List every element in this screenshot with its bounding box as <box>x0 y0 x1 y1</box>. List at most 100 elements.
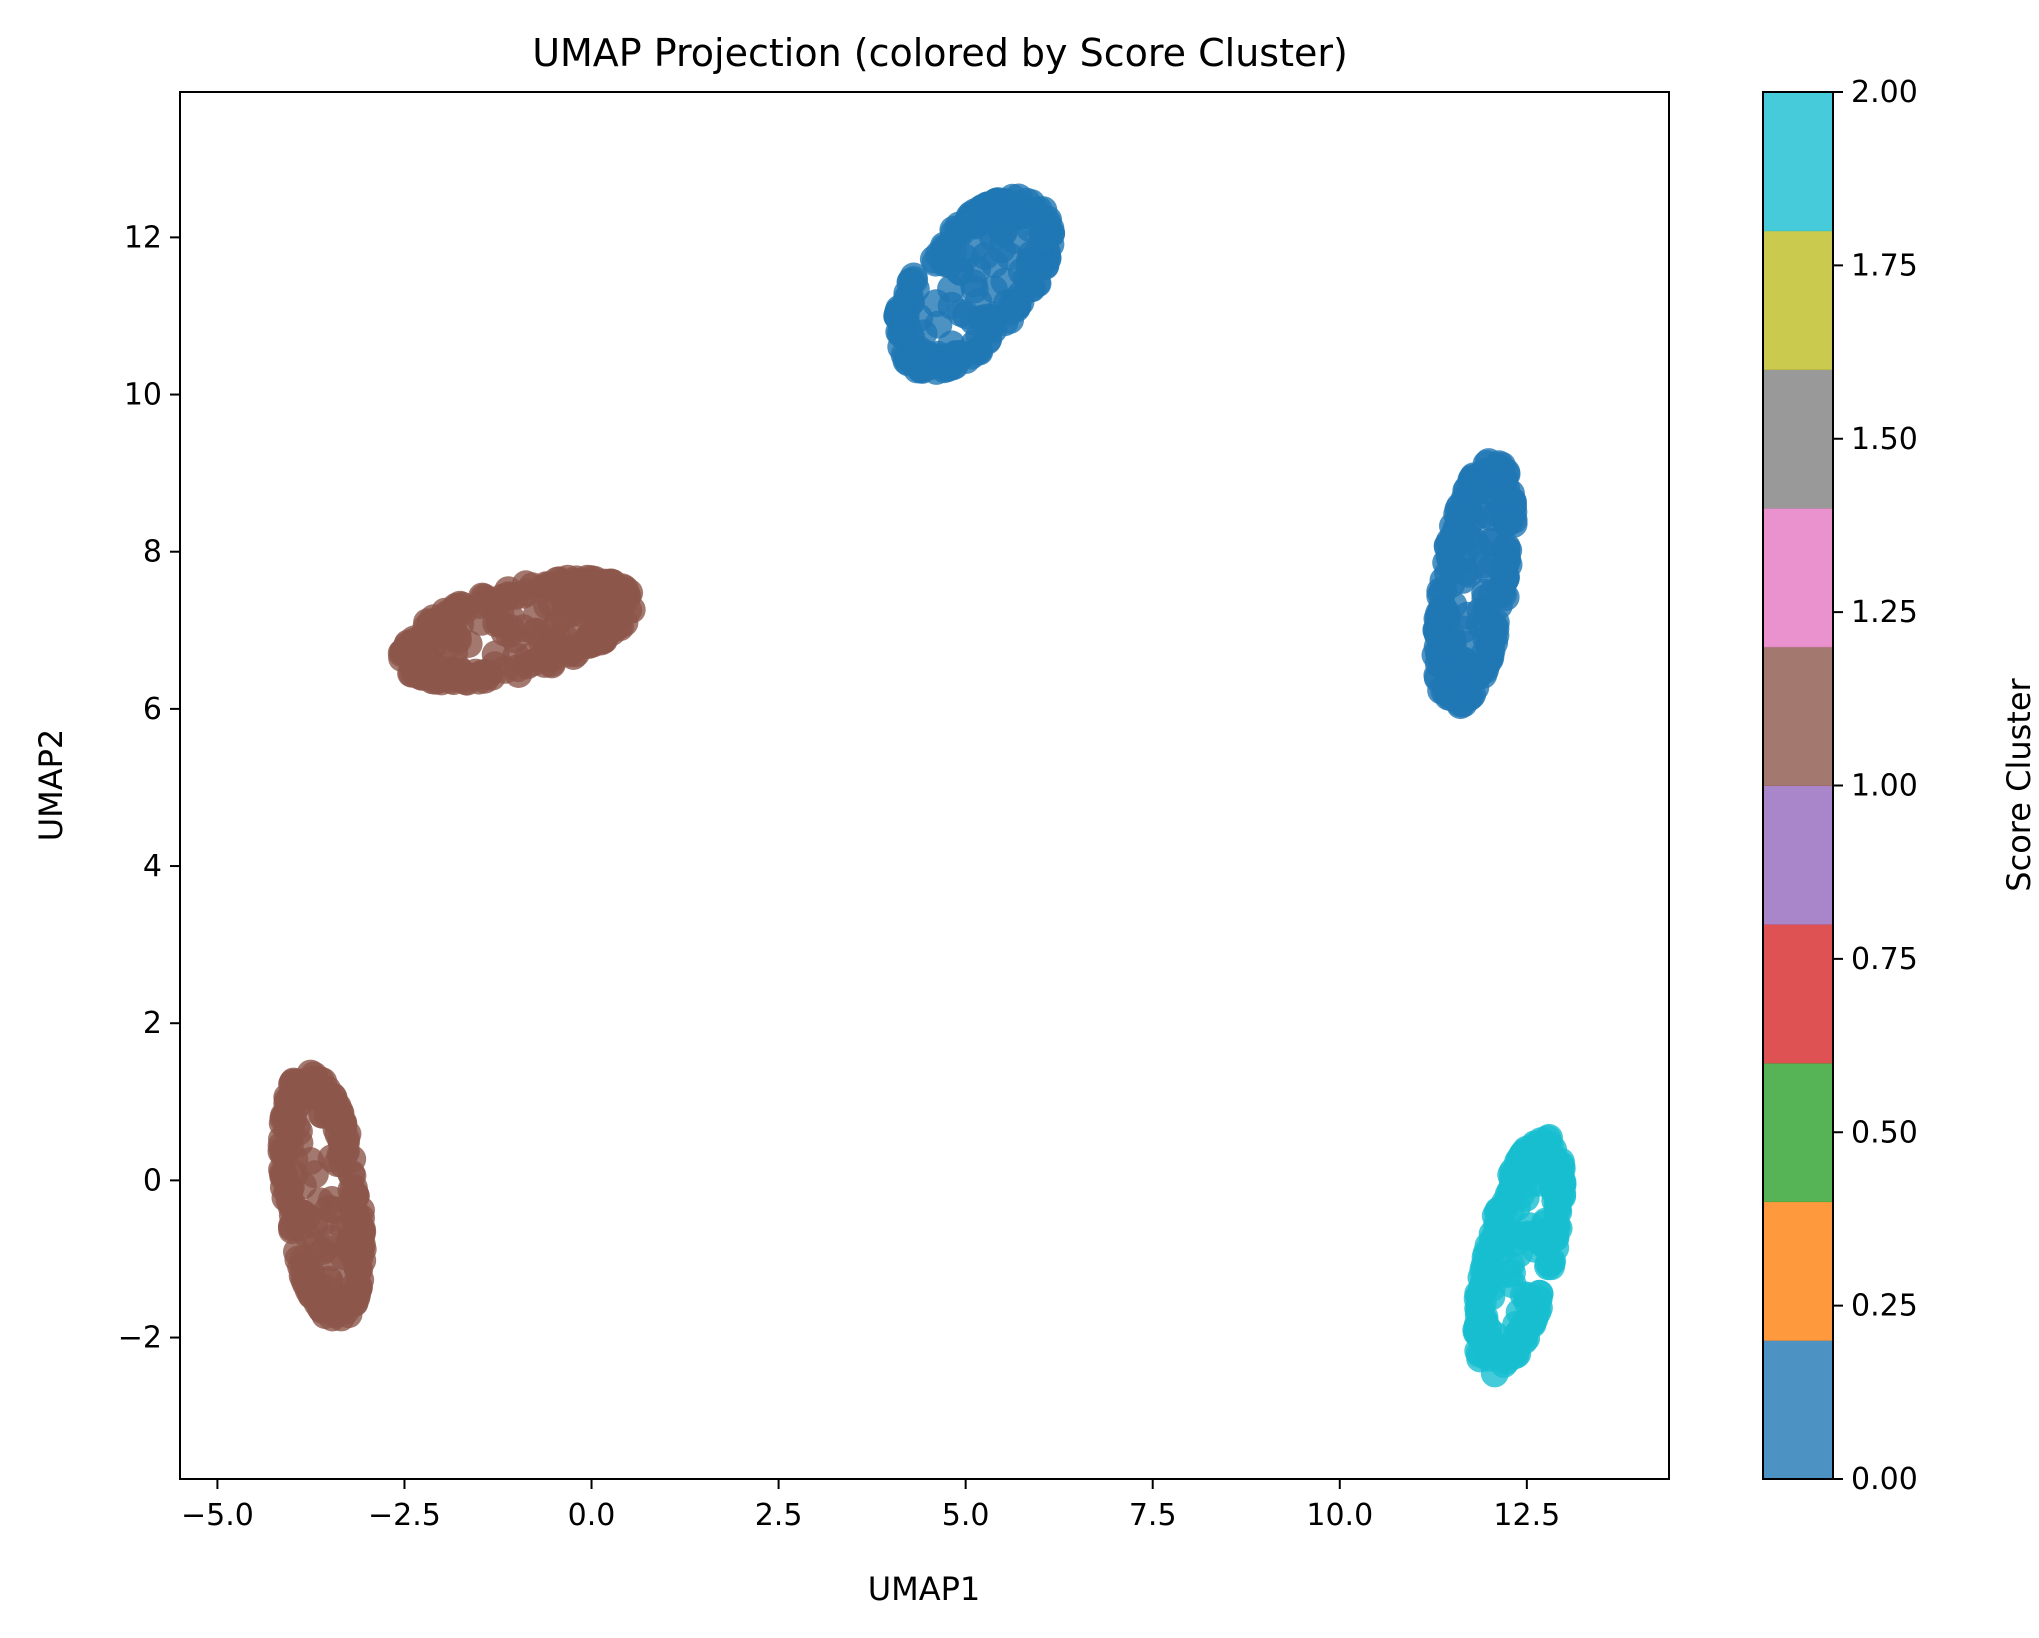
colorbar-tick-label: 1.25 <box>1851 595 1918 630</box>
colorbar-segment <box>1763 1201 1833 1341</box>
scatter-point <box>443 661 472 690</box>
x-tick-label: 7.5 <box>1129 1498 1177 1533</box>
scatter-point <box>1541 1223 1570 1251</box>
scatter-point <box>574 631 603 659</box>
y-tick-label: 2 <box>143 1006 162 1041</box>
scatter-point <box>1453 512 1481 541</box>
scatter-point <box>594 606 623 635</box>
colorbar-tick-label: 0.75 <box>1851 942 1918 977</box>
scatter-point <box>607 580 636 609</box>
scatter-point <box>989 217 1018 246</box>
plot-frame <box>179 91 1670 1480</box>
scatter-point <box>1493 545 1522 574</box>
colorbar-tick-label: 0.00 <box>1851 1462 1918 1497</box>
scatter-point <box>1025 243 1054 272</box>
colorbar-tick-label: 0.25 <box>1851 1289 1918 1324</box>
colorbar-segment <box>1763 646 1833 786</box>
scatter-point <box>1510 1309 1539 1338</box>
colorbar-segment <box>1763 92 1833 232</box>
scatter-point <box>419 632 448 661</box>
colorbar-segment <box>1763 508 1833 648</box>
scatter-point <box>273 1116 302 1145</box>
scatter-point <box>1449 615 1478 644</box>
scatter-point <box>310 1082 339 1111</box>
scatter-point <box>1499 1336 1528 1364</box>
colorbar-tick-label: 1.00 <box>1851 769 1918 804</box>
x-tick-label: 10.0 <box>1306 1498 1373 1533</box>
colorbar-segment <box>1763 369 1833 509</box>
x-tick-label: 2.5 <box>755 1498 803 1533</box>
scatter-point <box>1434 559 1463 588</box>
colorbar-segment <box>1763 1062 1833 1203</box>
y-axis-label: UMAP2 <box>32 729 70 842</box>
scatter-point <box>1465 1289 1494 1318</box>
y-tick-label: 0 <box>143 1163 162 1198</box>
scatter-point <box>1424 604 1453 633</box>
scatter-point <box>1464 476 1493 505</box>
scatter-point <box>343 1251 372 1280</box>
scatter-point <box>952 345 981 374</box>
colorbar-tick-label: 1.75 <box>1851 248 1918 283</box>
scatter-point <box>1541 1170 1570 1199</box>
scatter-point <box>322 1115 351 1144</box>
colorbar-segment <box>1763 785 1833 925</box>
scatter-point <box>341 1181 370 1210</box>
scatter-point <box>968 193 997 222</box>
scatter-point <box>513 651 542 680</box>
x-axis: −5.0 −2.5 0.0 2.5 5.0 7.5 10.0 12.5 <box>181 1479 1560 1533</box>
scatter-point <box>964 288 993 317</box>
scatter-points <box>267 183 1577 1388</box>
scatter-point <box>963 255 992 284</box>
scatter-point <box>1471 1243 1500 1272</box>
scatter-point <box>1537 1248 1566 1277</box>
scatter-point <box>522 618 551 646</box>
y-axis: −2 0 2 4 6 8 10 12 <box>118 220 180 1356</box>
colorbar-label: Score Cluster <box>2000 677 2038 891</box>
x-tick-label: 5.0 <box>942 1498 990 1533</box>
scatter-point <box>1477 636 1506 665</box>
scatter-point <box>1450 673 1479 702</box>
scatter-point <box>275 1186 304 1215</box>
x-tick-label: 12.5 <box>1493 1498 1560 1533</box>
scatter-point <box>1478 579 1506 608</box>
scatter-point <box>344 1274 373 1303</box>
colorbar-segment <box>1763 230 1833 370</box>
scatter-point <box>490 655 519 684</box>
colorbar-tick-label: 1.50 <box>1851 422 1918 457</box>
colorbar-tick-label: 2.00 <box>1851 75 1918 110</box>
scatter-point <box>538 643 567 672</box>
scatter-point <box>1470 550 1499 579</box>
scatter-point <box>343 1206 372 1234</box>
chart-title: UMAP Projection (colored by Score Cluste… <box>532 31 1348 75</box>
scatter-point <box>1509 1281 1538 1310</box>
colorbar-segment <box>1763 1340 1833 1480</box>
scatter-point <box>412 662 441 691</box>
colorbar: 0.00 0.25 0.50 0.75 1.00 1.25 1.50 1.75 2.00 <box>1762 75 1918 1497</box>
scatter-point <box>486 598 515 627</box>
colorbar-tick-label: 0.50 <box>1851 1115 1918 1150</box>
x-axis-label: UMAP1 <box>868 1570 981 1608</box>
colorbar-segment <box>1763 924 1833 1064</box>
scatter-point <box>924 240 953 269</box>
scatter-point <box>1497 496 1526 524</box>
scatter-point <box>1488 451 1516 480</box>
x-tick-label: 0.0 <box>568 1498 616 1533</box>
scatter-point <box>304 1278 333 1307</box>
y-tick-label: 4 <box>143 849 162 884</box>
scatter-point <box>1486 1211 1515 1240</box>
scatter-point <box>542 566 571 595</box>
scatter-point <box>327 1141 356 1170</box>
scatter-point <box>1004 183 1033 212</box>
scatter-point <box>897 323 926 352</box>
x-tick-label: −5.0 <box>181 1498 254 1533</box>
scatter-point <box>1518 1146 1547 1175</box>
x-tick-label: −2.5 <box>368 1498 441 1533</box>
scatter-point <box>286 1212 315 1241</box>
scatter-point <box>279 1067 308 1096</box>
scatter-point <box>1504 1239 1533 1268</box>
scatter-point <box>306 1187 335 1216</box>
scatter-point <box>891 292 920 320</box>
y-tick-label: 6 <box>143 692 162 727</box>
y-tick-label: 10 <box>124 378 162 413</box>
